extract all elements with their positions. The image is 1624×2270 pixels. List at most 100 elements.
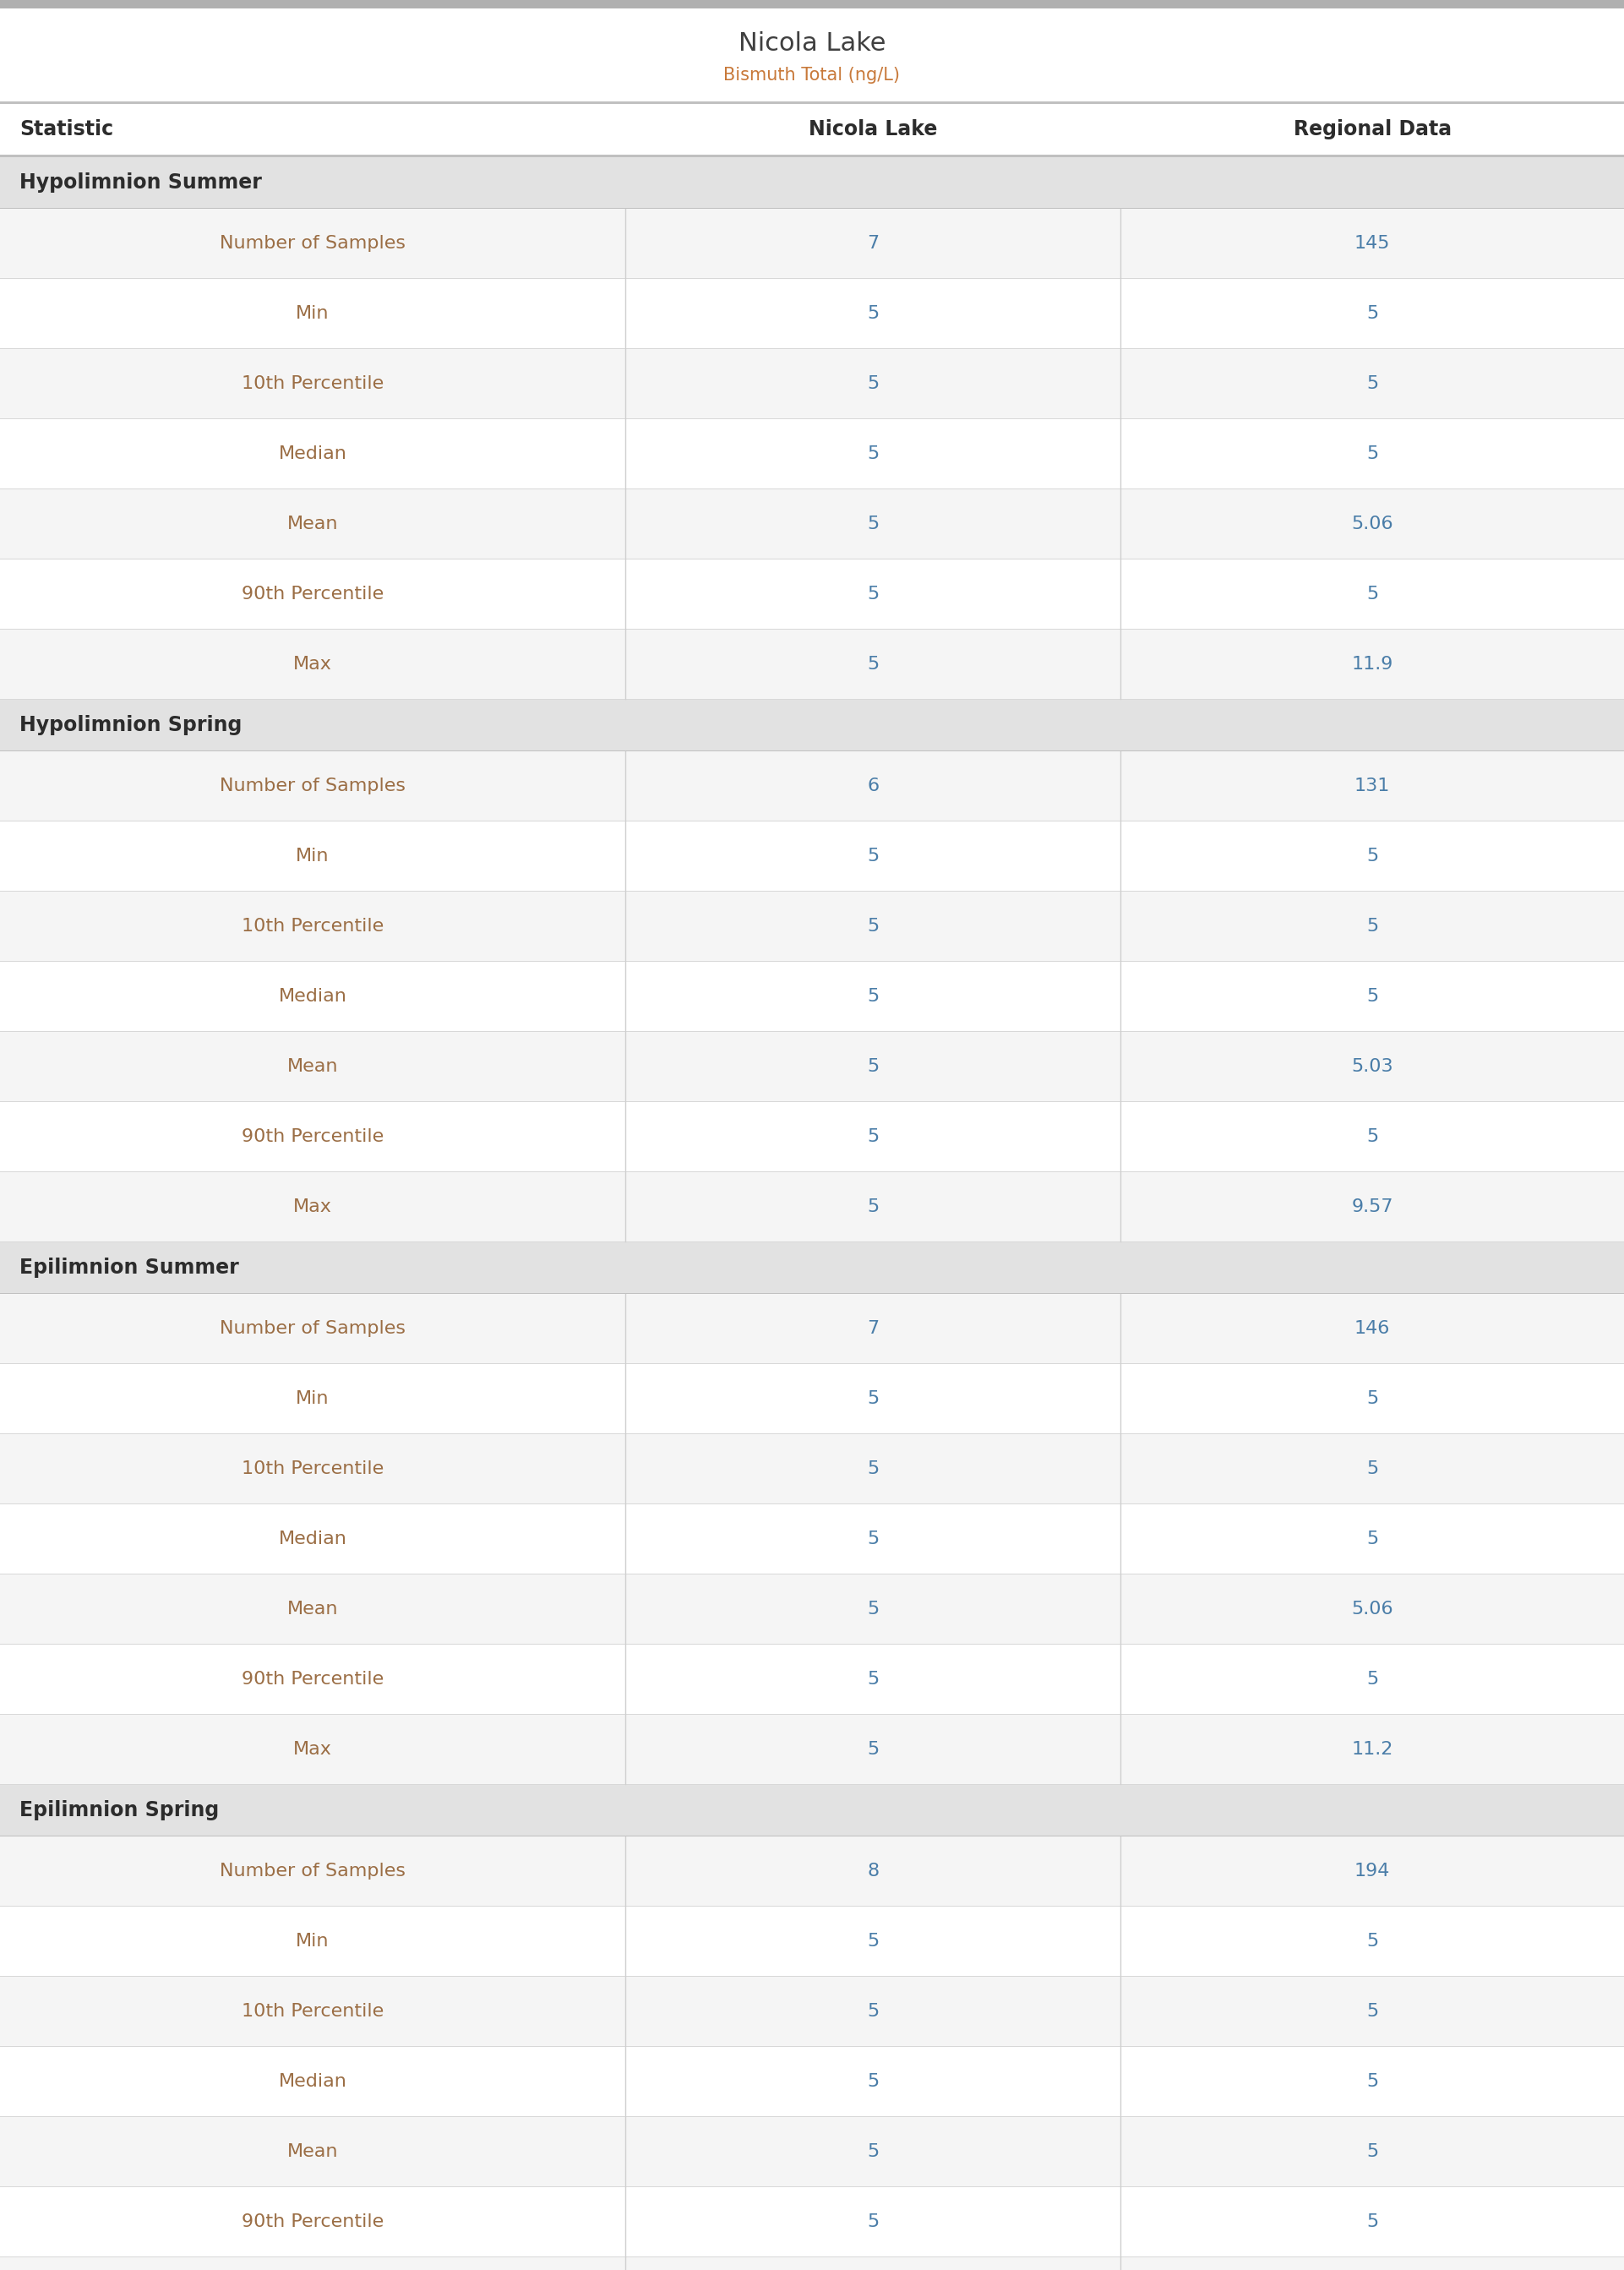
Text: Mean: Mean — [287, 2143, 338, 2161]
Text: 194: 194 — [1354, 1864, 1390, 1880]
Bar — [0, 1784, 1624, 1836]
Text: Statistic: Statistic — [19, 118, 114, 138]
Text: 11.9: 11.9 — [1351, 656, 1393, 672]
Text: 10th Percentile: 10th Percentile — [242, 2002, 383, 2020]
Text: Min: Min — [296, 847, 330, 865]
Text: 145: 145 — [1354, 234, 1390, 252]
Text: 5: 5 — [1366, 586, 1379, 602]
Bar — [0, 154, 1624, 157]
Text: Number of Samples: Number of Samples — [219, 1321, 406, 1337]
Text: 5: 5 — [867, 1199, 879, 1214]
Text: Hypolimnion Summer: Hypolimnion Summer — [19, 173, 261, 193]
Text: 5: 5 — [867, 586, 879, 602]
Text: Min: Min — [296, 1932, 330, 1950]
Text: 5: 5 — [1366, 2002, 1379, 2020]
Bar — [0, 9, 1624, 102]
Bar — [0, 1836, 1624, 1907]
Bar — [0, 1171, 1624, 1242]
Bar — [0, 2048, 1624, 2116]
Text: 5.06: 5.06 — [1351, 515, 1393, 533]
Text: 5: 5 — [1366, 2143, 1379, 2161]
Text: 5: 5 — [867, 375, 879, 393]
Text: Max: Max — [294, 1741, 331, 1757]
Bar — [0, 1907, 1624, 1975]
Text: 5: 5 — [1366, 1932, 1379, 1950]
Text: Regional Data: Regional Data — [1293, 118, 1452, 138]
Text: Median: Median — [278, 1530, 348, 1548]
Text: Median: Median — [278, 445, 348, 463]
Text: 11.2: 11.2 — [1351, 1741, 1393, 1757]
Text: 5: 5 — [867, 1389, 879, 1407]
Text: Hypolimnion Spring: Hypolimnion Spring — [19, 715, 242, 735]
Text: 5.03: 5.03 — [1351, 1058, 1393, 1076]
Bar — [0, 350, 1624, 418]
Bar — [0, 420, 1624, 488]
Text: 9.57: 9.57 — [1351, 1199, 1393, 1214]
Text: 5.06: 5.06 — [1351, 1600, 1393, 1619]
Text: 7: 7 — [867, 234, 879, 252]
Text: 5: 5 — [1366, 1128, 1379, 1144]
Bar — [0, 699, 1624, 751]
Bar — [0, 1505, 1624, 1573]
Bar — [0, 751, 1624, 822]
Text: 5: 5 — [867, 1671, 879, 1687]
Text: 131: 131 — [1354, 779, 1390, 794]
Text: 5: 5 — [1366, 1530, 1379, 1548]
Bar — [0, 157, 1624, 209]
Bar — [0, 102, 1624, 104]
Text: 5: 5 — [1366, 375, 1379, 393]
Text: 5: 5 — [867, 2213, 879, 2231]
Text: 5: 5 — [867, 656, 879, 672]
Bar — [0, 2256, 1624, 2270]
Bar — [0, 2188, 1624, 2256]
Text: Max: Max — [294, 656, 331, 672]
Bar — [0, 558, 1624, 629]
Text: Min: Min — [296, 304, 330, 322]
Text: 5: 5 — [867, 515, 879, 533]
Text: 10th Percentile: 10th Percentile — [242, 375, 383, 393]
Bar — [0, 822, 1624, 890]
Text: Nicola Lake: Nicola Lake — [739, 32, 885, 57]
Text: 5: 5 — [867, 445, 879, 463]
Bar — [0, 2118, 1624, 2186]
Text: 5: 5 — [867, 2143, 879, 2161]
Text: 8: 8 — [867, 1864, 879, 1880]
Text: 6: 6 — [867, 779, 879, 794]
Text: Epilimnion Spring: Epilimnion Spring — [19, 1800, 219, 1821]
Text: 5: 5 — [867, 1460, 879, 1478]
Text: 5: 5 — [867, 1741, 879, 1757]
Bar — [0, 1977, 1624, 2045]
Text: 5: 5 — [867, 917, 879, 935]
Bar — [0, 1101, 1624, 1171]
Bar — [0, 0, 1624, 9]
Text: Mean: Mean — [287, 1600, 338, 1619]
Text: 5: 5 — [867, 1932, 879, 1950]
Text: 5: 5 — [1366, 445, 1379, 463]
Text: 5: 5 — [867, 1058, 879, 1076]
Text: 10th Percentile: 10th Percentile — [242, 1460, 383, 1478]
Text: 5: 5 — [1366, 847, 1379, 865]
Text: Number of Samples: Number of Samples — [219, 1864, 406, 1880]
Text: 5: 5 — [867, 304, 879, 322]
Text: Bismuth Total (ng/L): Bismuth Total (ng/L) — [724, 66, 900, 84]
Bar — [0, 279, 1624, 347]
Text: Number of Samples: Number of Samples — [219, 234, 406, 252]
Text: 90th Percentile: 90th Percentile — [242, 586, 383, 602]
Bar — [0, 1714, 1624, 1784]
Text: 5: 5 — [1366, 2213, 1379, 2231]
Text: 146: 146 — [1354, 1321, 1390, 1337]
Text: 5: 5 — [867, 1530, 879, 1548]
Bar — [0, 1435, 1624, 1503]
Text: 90th Percentile: 90th Percentile — [242, 1128, 383, 1144]
Bar — [0, 892, 1624, 960]
Text: Min: Min — [296, 1389, 330, 1407]
Text: Max: Max — [294, 1199, 331, 1214]
Text: Number of Samples: Number of Samples — [219, 779, 406, 794]
Bar — [0, 1364, 1624, 1432]
Bar — [0, 1575, 1624, 1643]
Text: 5: 5 — [867, 987, 879, 1006]
Text: 5: 5 — [1366, 1460, 1379, 1478]
Bar — [0, 1294, 1624, 1364]
Text: Median: Median — [278, 987, 348, 1006]
Text: 5: 5 — [1366, 917, 1379, 935]
